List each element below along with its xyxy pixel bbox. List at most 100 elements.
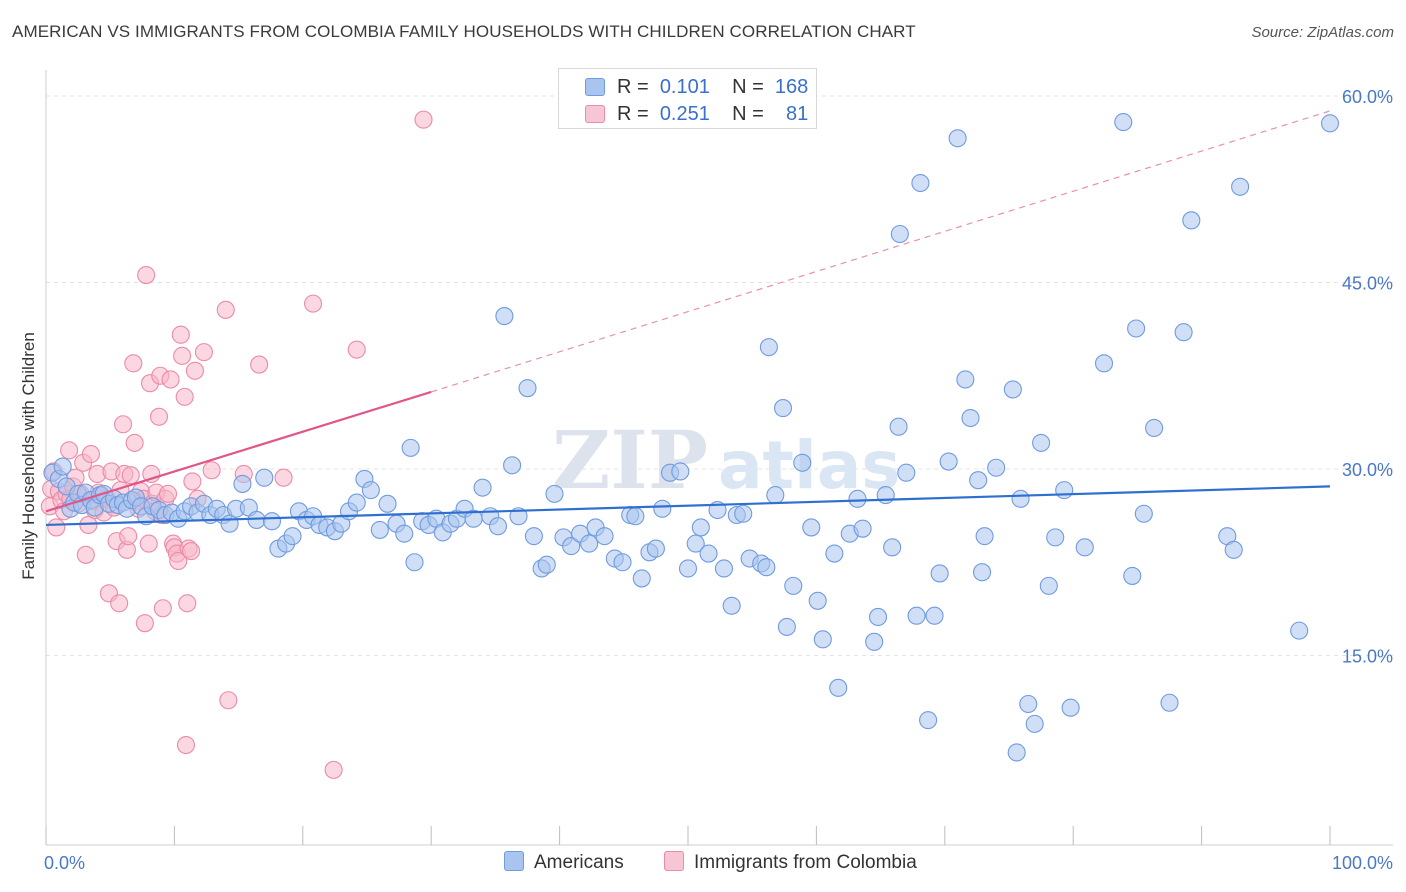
point-americans-115 xyxy=(808,591,827,610)
point-americans-69 xyxy=(473,478,492,497)
point-americans-153 xyxy=(1094,354,1114,373)
legend-n-colombia: 81 xyxy=(786,103,809,125)
point-americans-144 xyxy=(1007,743,1026,762)
point-americans-58 xyxy=(395,524,414,543)
point-americans-60 xyxy=(405,553,424,572)
point-americans-130 xyxy=(911,173,930,193)
point-colombia-65 xyxy=(178,594,197,613)
point-americans-149 xyxy=(1046,528,1065,547)
point-americans-56 xyxy=(378,494,397,513)
point-americans-85 xyxy=(595,527,614,546)
point-colombia-15 xyxy=(76,545,95,564)
y-tick-label-1: 30.0% xyxy=(1342,460,1393,480)
point-colombia-36 xyxy=(124,354,143,373)
point-americans-158 xyxy=(1145,418,1164,438)
point-americans-142 xyxy=(1003,380,1022,399)
point-colombia-43 xyxy=(137,265,156,285)
point-americans-124 xyxy=(876,486,895,505)
point-americans-141 xyxy=(987,458,1006,477)
point-americans-52 xyxy=(347,493,366,512)
point-colombia-44 xyxy=(139,534,158,553)
point-americans-83 xyxy=(580,534,599,553)
bottom-swatch-colombia xyxy=(664,851,684,871)
point-americans-147 xyxy=(1032,433,1051,452)
point-colombia-77 xyxy=(274,468,293,487)
point-americans-97 xyxy=(686,534,705,553)
point-americans-81 xyxy=(562,537,581,556)
series-immigrants-from-colombia xyxy=(40,110,433,779)
point-americans-148 xyxy=(1039,576,1058,595)
point-americans-108 xyxy=(766,486,785,505)
point-americans-134 xyxy=(939,452,958,471)
trend-line-americans xyxy=(45,485,1331,527)
trend-line-colombia xyxy=(45,390,432,513)
point-americans-95 xyxy=(671,462,690,481)
point-colombia-56 xyxy=(161,370,180,389)
bottom-legend-colombia: Immigrants from Colombia xyxy=(664,851,917,874)
point-americans-111 xyxy=(777,617,796,636)
point-americans-118 xyxy=(829,678,848,697)
point-americans-126 xyxy=(889,417,908,436)
point-colombia-76 xyxy=(250,355,269,374)
point-americans-166 xyxy=(1320,114,1340,133)
point-americans-152 xyxy=(1075,538,1094,557)
point-colombia-31 xyxy=(113,415,133,434)
point-americans-143 xyxy=(1011,489,1030,508)
legend-n-label-2: N = xyxy=(732,103,764,125)
point-colombia-35 xyxy=(121,466,140,485)
point-americans-139 xyxy=(972,563,992,582)
legend-r-label: R = xyxy=(617,76,649,98)
point-americans-123 xyxy=(868,607,888,627)
point-americans-163 xyxy=(1224,540,1243,559)
point-americans-154 xyxy=(1114,113,1133,132)
point-colombia-81 xyxy=(414,110,433,129)
point-americans-138 xyxy=(969,471,988,490)
point-americans-104 xyxy=(734,504,753,523)
point-americans-98 xyxy=(691,518,710,537)
point-americans-72 xyxy=(495,307,514,326)
point-colombia-69 xyxy=(185,361,204,380)
point-americans-146 xyxy=(1025,714,1044,733)
point-colombia-50 xyxy=(149,407,169,426)
point-americans-54 xyxy=(361,481,380,500)
point-americans-55 xyxy=(370,520,389,539)
point-americans-133 xyxy=(930,564,949,583)
point-americans-76 xyxy=(524,527,543,546)
point-americans-71 xyxy=(488,517,508,536)
point-americans-159 xyxy=(1160,693,1179,712)
point-americans-93 xyxy=(653,499,672,518)
trend-line-colombia-extension xyxy=(431,110,1331,393)
point-americans-145 xyxy=(1019,694,1038,714)
y-axis-label: Family Households with Children xyxy=(19,332,38,580)
point-americans-73 xyxy=(503,456,522,475)
point-americans-101 xyxy=(714,559,734,578)
point-americans-129 xyxy=(907,606,926,625)
point-americans-113 xyxy=(793,453,812,472)
watermark: ZIP atlas xyxy=(552,413,901,507)
point-colombia-64 xyxy=(176,735,196,755)
bottom-swatch-americans xyxy=(504,851,524,871)
point-colombia-61 xyxy=(171,325,190,344)
point-americans-96 xyxy=(678,559,698,578)
axes xyxy=(45,70,1393,846)
point-americans-89 xyxy=(626,507,645,526)
point-americans-87 xyxy=(613,553,632,572)
point-americans-112 xyxy=(759,338,778,357)
source-credit: Source: ZipAtlas.com xyxy=(1251,24,1394,41)
bottom-legend-americans-label: Americans xyxy=(534,852,624,873)
point-americans-99 xyxy=(699,544,718,563)
point-americans-78 xyxy=(537,555,556,574)
legend-n-label: N = xyxy=(732,76,764,98)
point-americans-39 xyxy=(255,468,274,487)
point-americans-121 xyxy=(853,519,872,538)
point-americans-109 xyxy=(773,399,793,418)
point-americans-155 xyxy=(1123,566,1142,585)
point-americans-36 xyxy=(233,474,252,493)
point-colombia-72 xyxy=(202,461,221,480)
chart-title: AMERICAN VS IMMIGRANTS FROM COLOMBIA FAM… xyxy=(12,22,916,41)
point-colombia-3 xyxy=(47,518,66,537)
point-colombia-29 xyxy=(110,594,129,613)
point-americans-38 xyxy=(247,510,266,530)
point-americans-120 xyxy=(848,489,867,508)
y-tick-label-0: 15.0% xyxy=(1342,647,1393,667)
